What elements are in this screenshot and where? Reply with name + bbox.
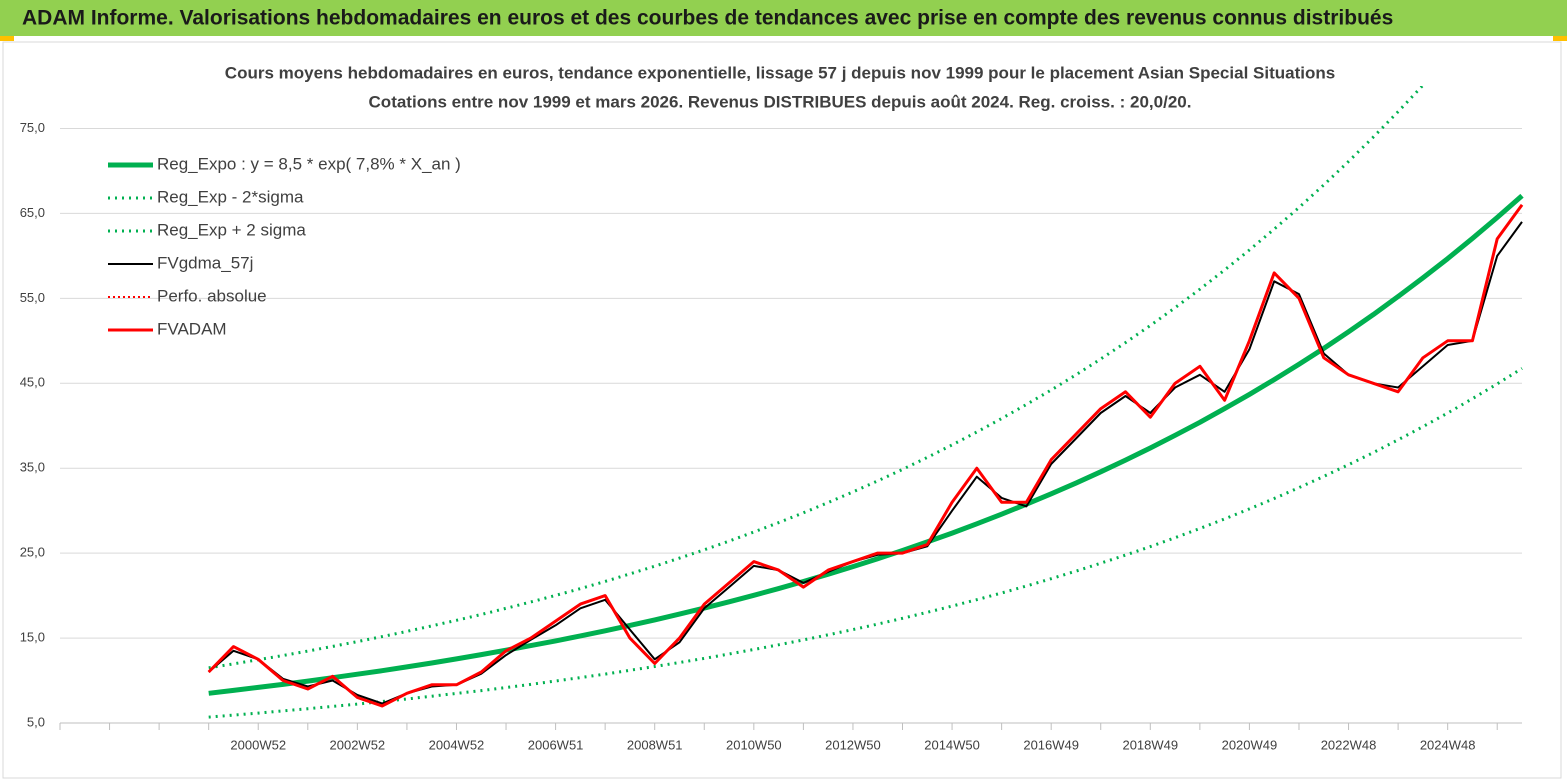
x-tick-label: 2018W49 xyxy=(1122,737,1178,752)
x-tick-label: 2000W52 xyxy=(230,737,286,752)
chart-title: Cours moyens hebdomadaires en euros, ten… xyxy=(225,63,1335,82)
legend-label: Reg_Expo : y = 8,5 * exp( 7,8% * X_an ) xyxy=(157,154,461,173)
legend-label: FVADAM xyxy=(157,319,227,338)
y-tick-label: 35,0 xyxy=(20,460,45,475)
x-tick-label: 2016W49 xyxy=(1023,737,1079,752)
header-bar xyxy=(0,0,1567,36)
corner-mark xyxy=(1553,36,1567,41)
y-tick-label: 5,0 xyxy=(27,714,45,729)
x-tick-label: 2010W50 xyxy=(726,737,782,752)
x-tick-label: 2008W51 xyxy=(627,737,683,752)
y-tick-label: 55,0 xyxy=(20,290,45,305)
y-tick-label: 65,0 xyxy=(20,205,45,220)
y-tick-label: 25,0 xyxy=(20,545,45,560)
x-tick-label: 2012W50 xyxy=(825,737,881,752)
series-line xyxy=(208,193,1524,696)
legend-label: FVgdma_57j xyxy=(157,253,253,272)
y-tick-label: 75,0 xyxy=(20,120,45,135)
chart-subtitle: Cotations entre nov 1999 et mars 2026. R… xyxy=(369,92,1192,111)
y-tick-label: 45,0 xyxy=(20,375,45,390)
x-tick-label: 2002W52 xyxy=(330,737,386,752)
legend-label: Perfo. absolue xyxy=(157,286,267,305)
chart-frame xyxy=(2,41,1562,779)
x-tick-label: 2014W50 xyxy=(924,737,980,752)
x-tick-label: 2022W48 xyxy=(1321,737,1377,752)
y-tick-label: 15,0 xyxy=(20,630,45,645)
x-tick-label: 2006W51 xyxy=(528,737,584,752)
x-tick-label: 2024W48 xyxy=(1420,737,1476,752)
series-line xyxy=(207,204,1524,708)
x-tick-label: 2004W52 xyxy=(429,737,485,752)
legend-label: Reg_Exp + 2 sigma xyxy=(157,220,306,239)
legend-label: Reg_Exp - 2*sigma xyxy=(157,187,304,206)
x-tick-label: 2020W49 xyxy=(1222,737,1278,752)
header-title: ADAM Informe. Valorisations hebdomadaire… xyxy=(22,7,1393,30)
corner-mark xyxy=(0,36,14,41)
